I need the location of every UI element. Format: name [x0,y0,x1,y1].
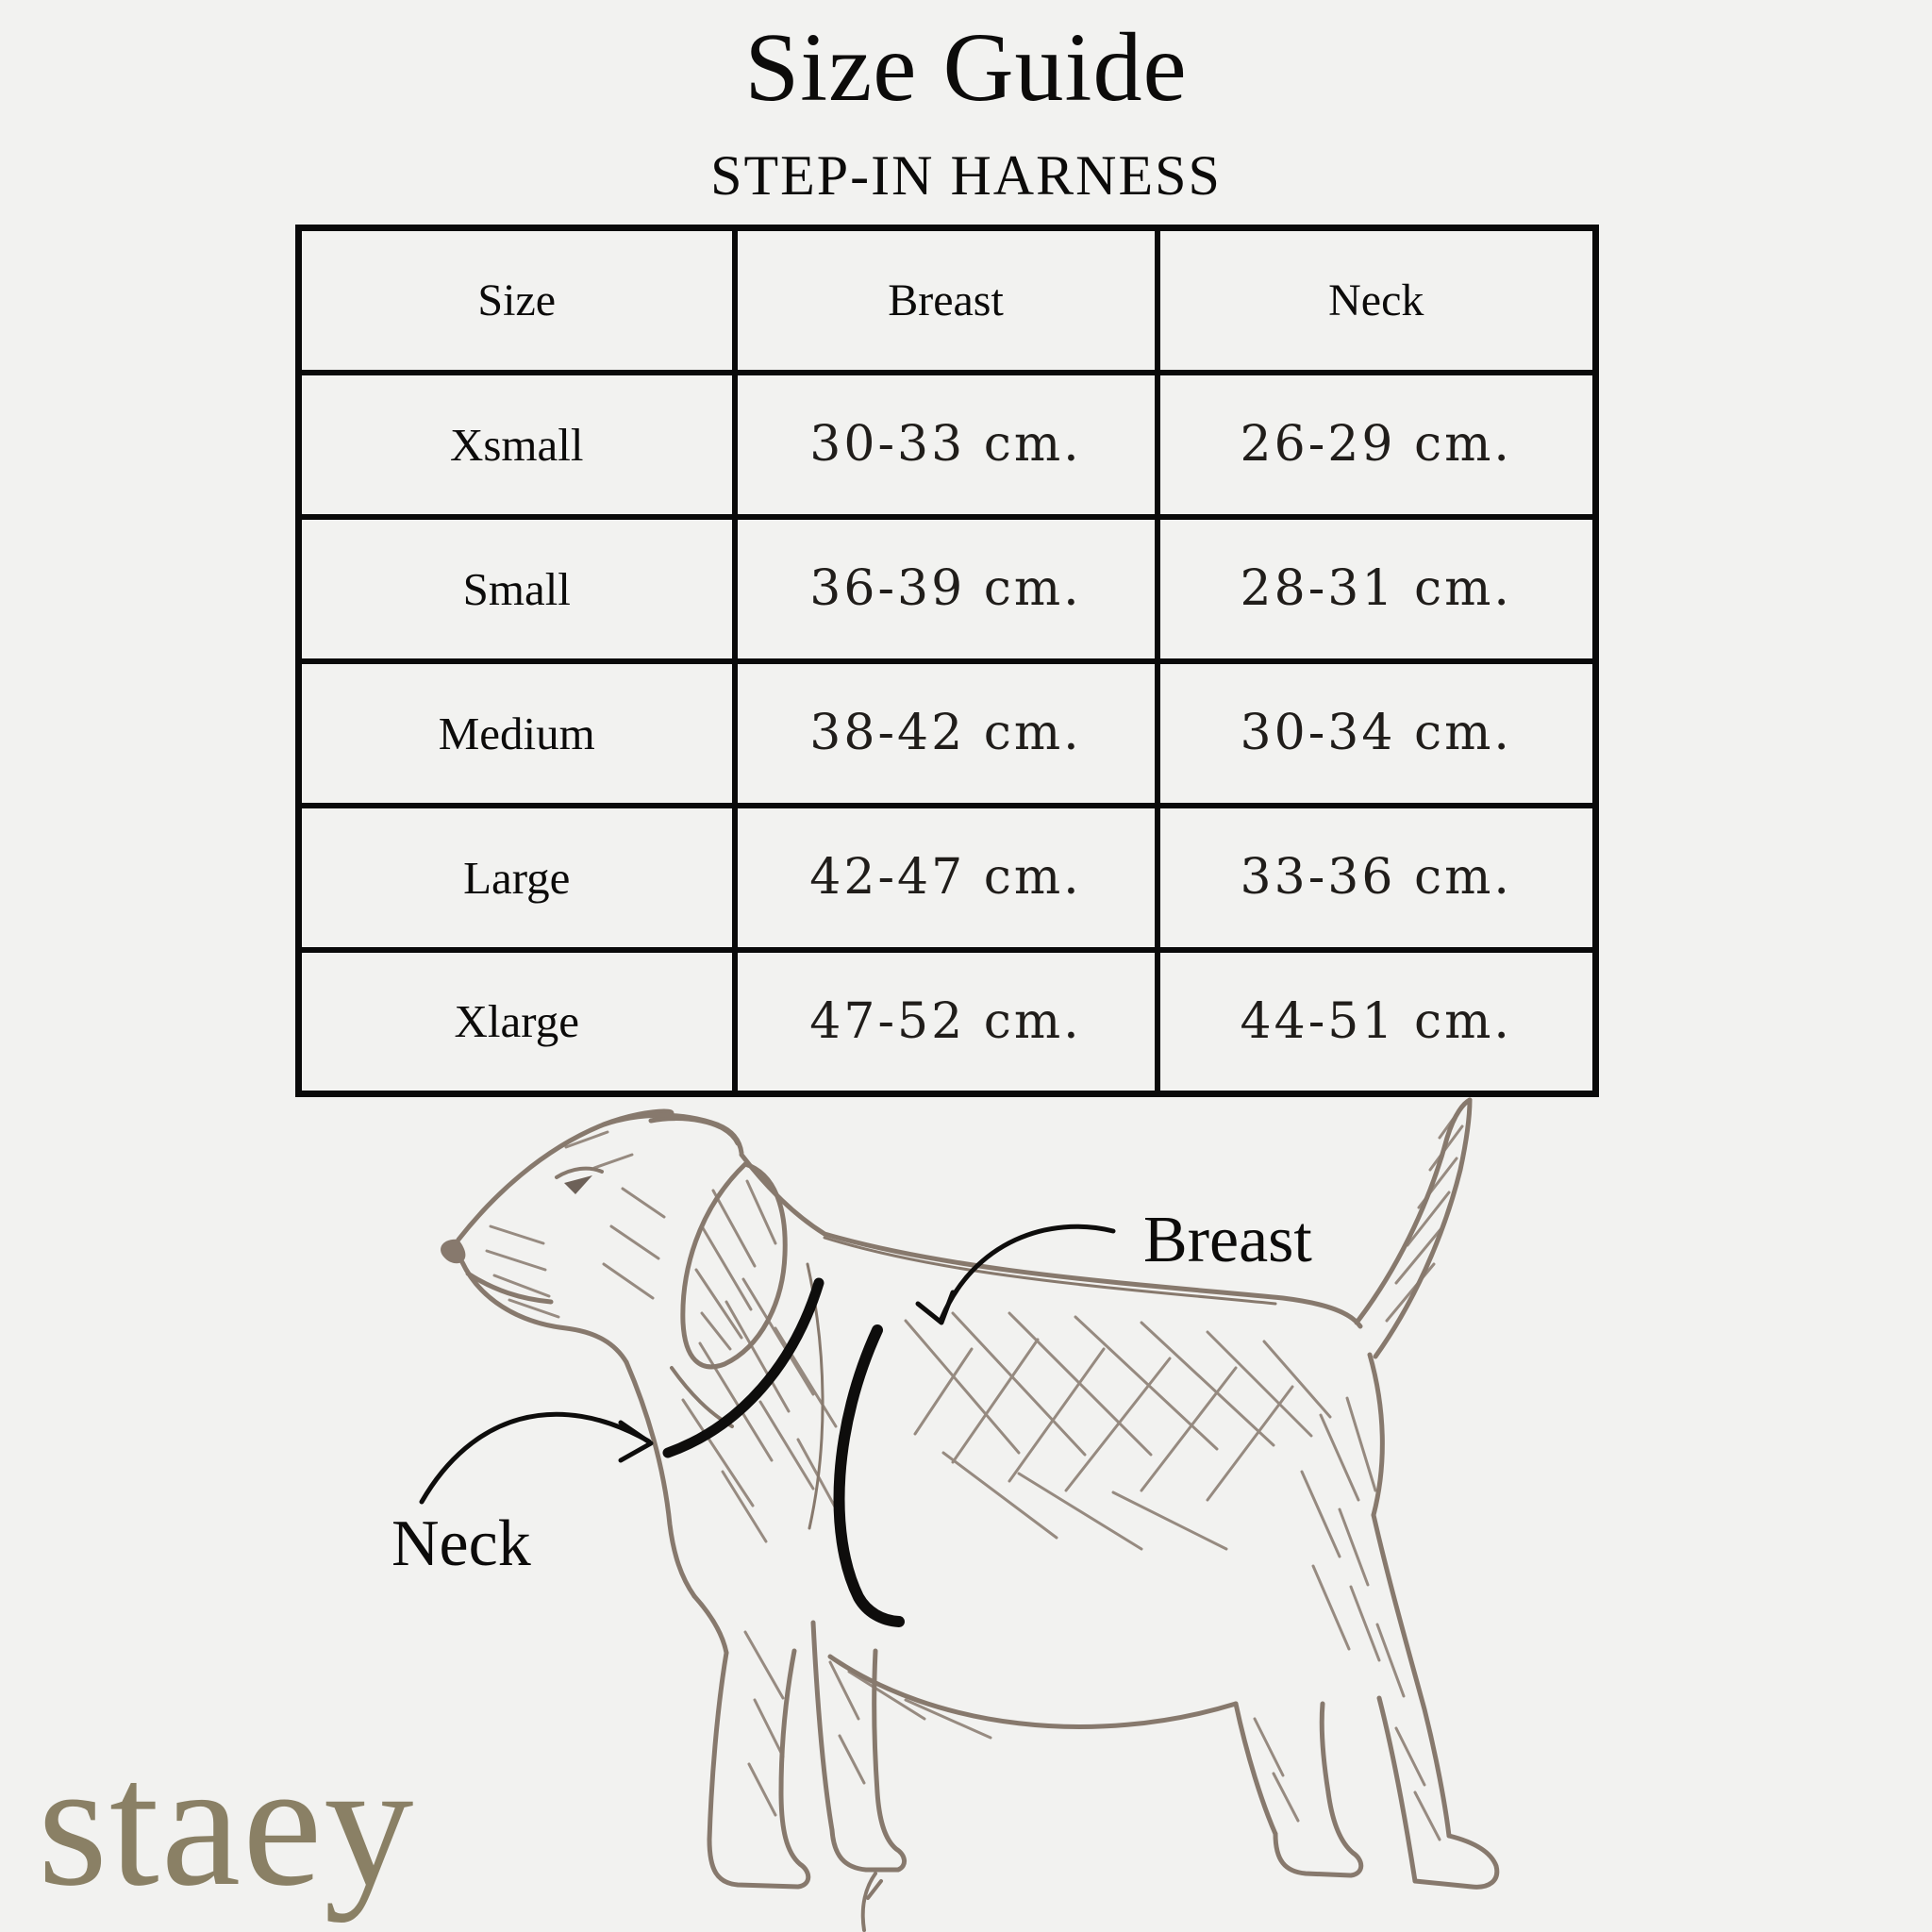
cell-size: Xsmall [295,369,738,520]
cell-neck: 30-34 cm. [1154,658,1599,808]
dog-outline [441,1097,1500,1932]
neck-annotation-label: Neck [391,1507,531,1580]
cell-breast: 36-39 cm. [731,513,1160,664]
brand-logo: staey [38,1724,416,1924]
col-header-neck: Neck [1154,225,1599,375]
breast-annotation-label: Breast [1143,1204,1312,1276]
neck-measurement-line [662,1277,824,1458]
dog-hatching [485,1102,1466,1841]
breast-measurement-line [833,1324,905,1627]
cell-neck: 26-29 cm. [1154,369,1599,520]
cell-neck: 28-31 cm. [1154,513,1599,664]
size-row-small: Small 36-39 cm. 28-31 cm. [295,513,1599,664]
size-row-xlarge: Xlarge 47-52 cm. 44-51 cm. [295,946,1599,1097]
size-row-xsmall: Xsmall 30-33 cm. 26-29 cm. [295,369,1599,520]
cell-size: Large [295,802,738,953]
size-row-medium: Medium 38-42 cm. 30-34 cm. [295,658,1599,808]
cell-breast: 47-52 cm. [731,946,1160,1097]
grass-sprig [860,1872,883,1932]
cell-breast: 38-42 cm. [731,658,1160,808]
table-header-row: Size Breast Neck [295,225,1599,375]
cell-breast: 30-33 cm. [731,369,1160,520]
cell-neck: 44-51 cm. [1154,946,1599,1097]
page-subtitle: STEP-IN HARNESS [710,144,1222,207]
cell-size: Small [295,513,738,664]
cell-neck: 33-36 cm. [1154,802,1599,953]
size-row-large: Large 42-47 cm. 33-36 cm. [295,802,1599,953]
col-header-breast: Breast [731,225,1160,375]
cell-size: Xlarge [295,946,738,1097]
cell-size: Medium [295,658,738,808]
cell-breast: 42-47 cm. [731,802,1160,953]
size-guide-table: Size Breast Neck Xsmall 30-33 cm. 26-29 … [295,225,1599,1097]
neck-arrow-icon [419,1411,654,1505]
page-title: Size Guide [744,13,1188,122]
breast-arrow-icon [915,1224,1116,1325]
col-header-size: Size [295,225,738,375]
